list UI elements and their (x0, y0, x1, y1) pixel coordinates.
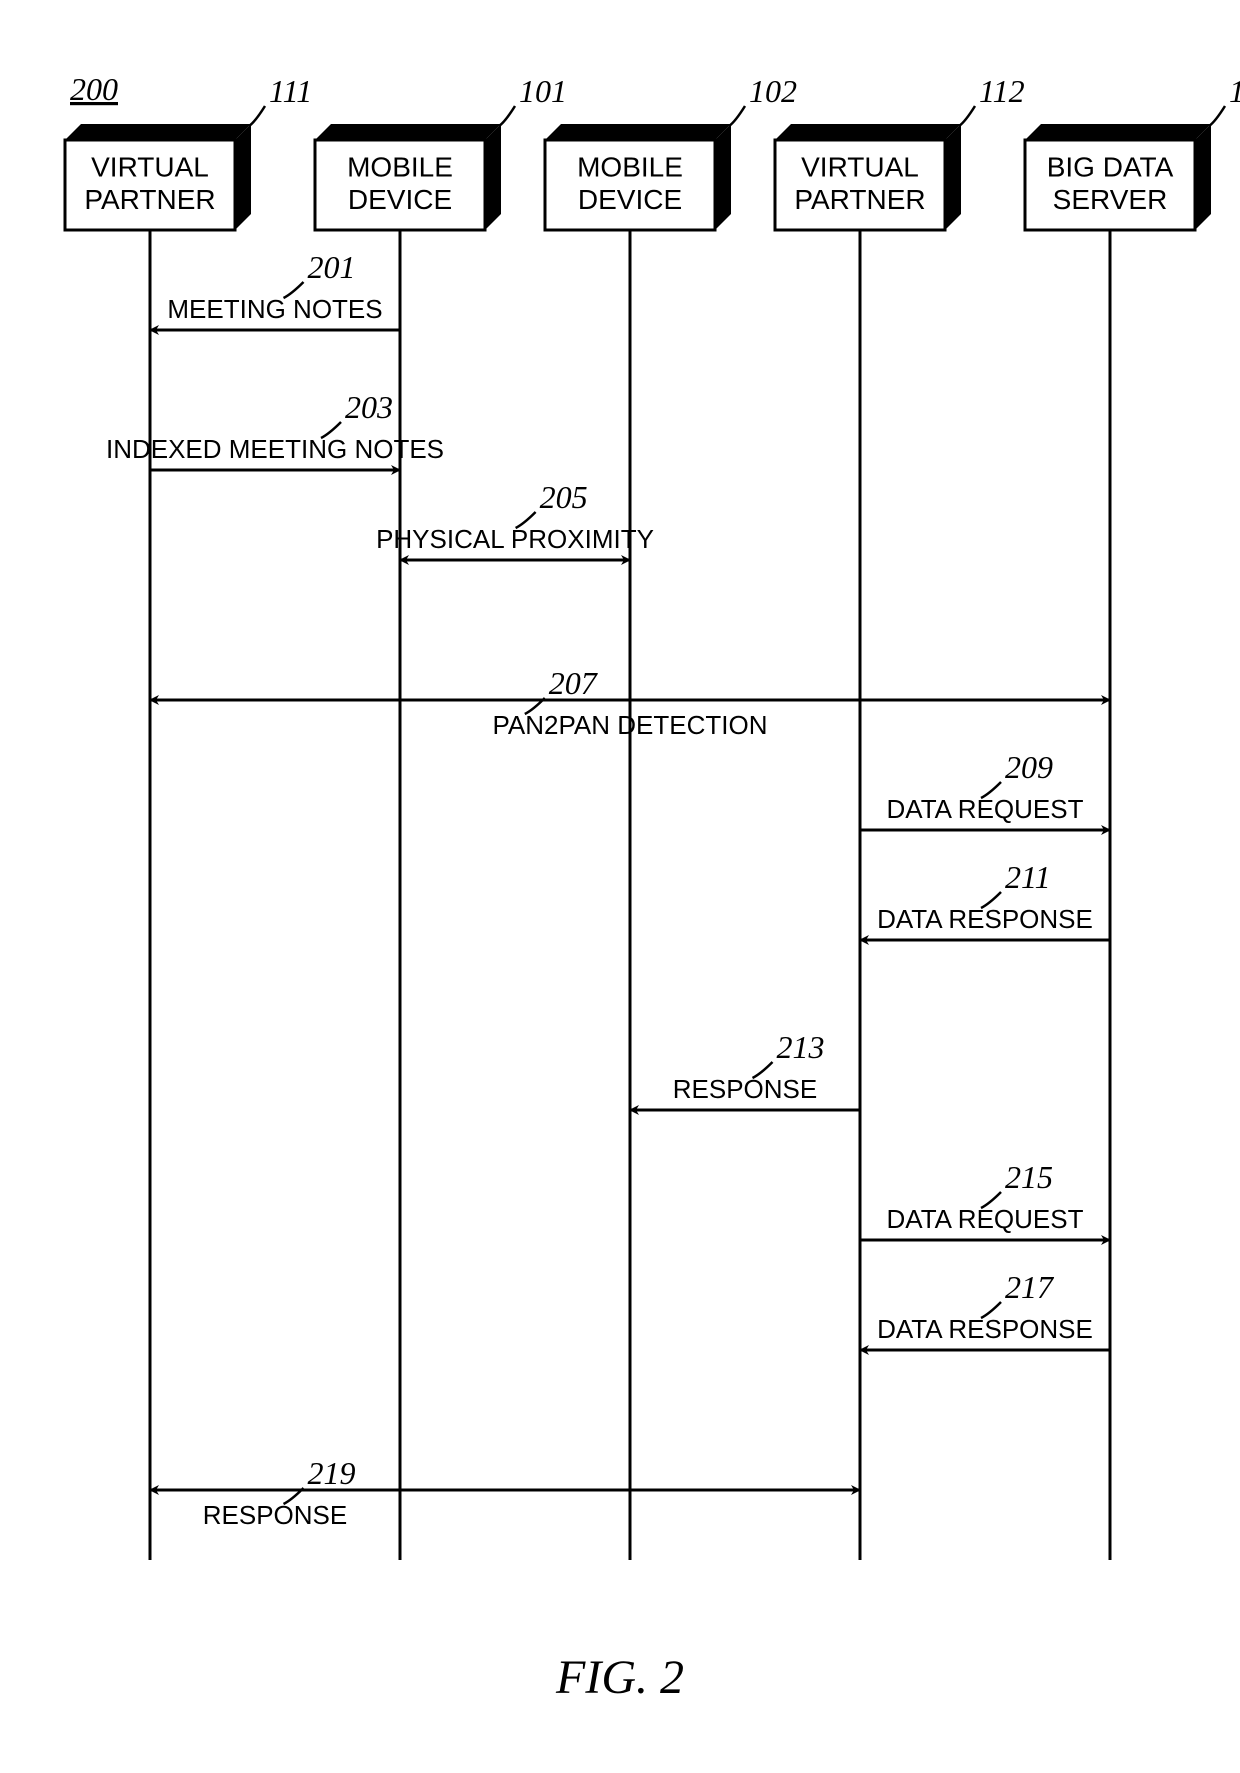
actor-label-vp2: PARTNER (794, 184, 925, 215)
message-label-4: PAN2PAN DETECTION (493, 710, 768, 740)
message-ref-2: 205 (540, 479, 588, 515)
actor-label-vp1: PARTNER (84, 184, 215, 215)
actor-label-md2: MOBILE (577, 152, 683, 183)
actor-label-bds: BIG DATA (1047, 152, 1174, 183)
message-ref-1: 203 (345, 389, 393, 425)
actor-label-md1: MOBILE (347, 152, 453, 183)
actor-label-vp1: VIRTUAL (91, 152, 209, 183)
actor-label-md1: DEVICE (348, 184, 452, 215)
message-label-6: DATA RESPONSE (877, 904, 1093, 934)
message-ref-5: 209 (1005, 749, 1053, 785)
message-label-5: DATA REQUEST (887, 794, 1084, 824)
actor-ref-md2: 102 (749, 73, 797, 109)
message-label-1: INDEXED MEETING NOTES (106, 434, 444, 464)
figure-ref: 200 (70, 71, 118, 107)
message-label-0: MEETING NOTES (167, 294, 382, 324)
message-ref-4: 207 (549, 665, 599, 701)
message-ref-0: 201 (308, 249, 356, 285)
message-ref-9: 217 (1005, 1269, 1055, 1305)
actor-label-bds: SERVER (1053, 184, 1168, 215)
message-ref-11: 219 (308, 1455, 356, 1491)
actor-ref-md1: 101 (519, 73, 567, 109)
message-label-9: DATA RESPONSE (877, 1314, 1093, 1344)
message-label-11: RESPONSE (203, 1500, 348, 1530)
message-ref-8: 215 (1005, 1159, 1053, 1195)
message-label-7: RESPONSE (673, 1074, 818, 1104)
actor-ref-bds: 103 (1229, 73, 1240, 109)
actor-ref-vp1: 111 (269, 73, 312, 109)
actor-label-md2: DEVICE (578, 184, 682, 215)
message-ref-7: 213 (777, 1029, 825, 1065)
sequence-diagram: 200VIRTUALPARTNER111MOBILEDEVICE101MOBIL… (0, 0, 1240, 1773)
actor-ref-vp2: 112 (979, 73, 1025, 109)
message-label-8: DATA REQUEST (887, 1204, 1084, 1234)
actor-label-vp2: VIRTUAL (801, 152, 919, 183)
figure-caption: FIG. 2 (555, 1651, 684, 1704)
message-ref-6: 211 (1005, 859, 1051, 895)
message-label-2: PHYSICAL PROXIMITY (376, 524, 654, 554)
